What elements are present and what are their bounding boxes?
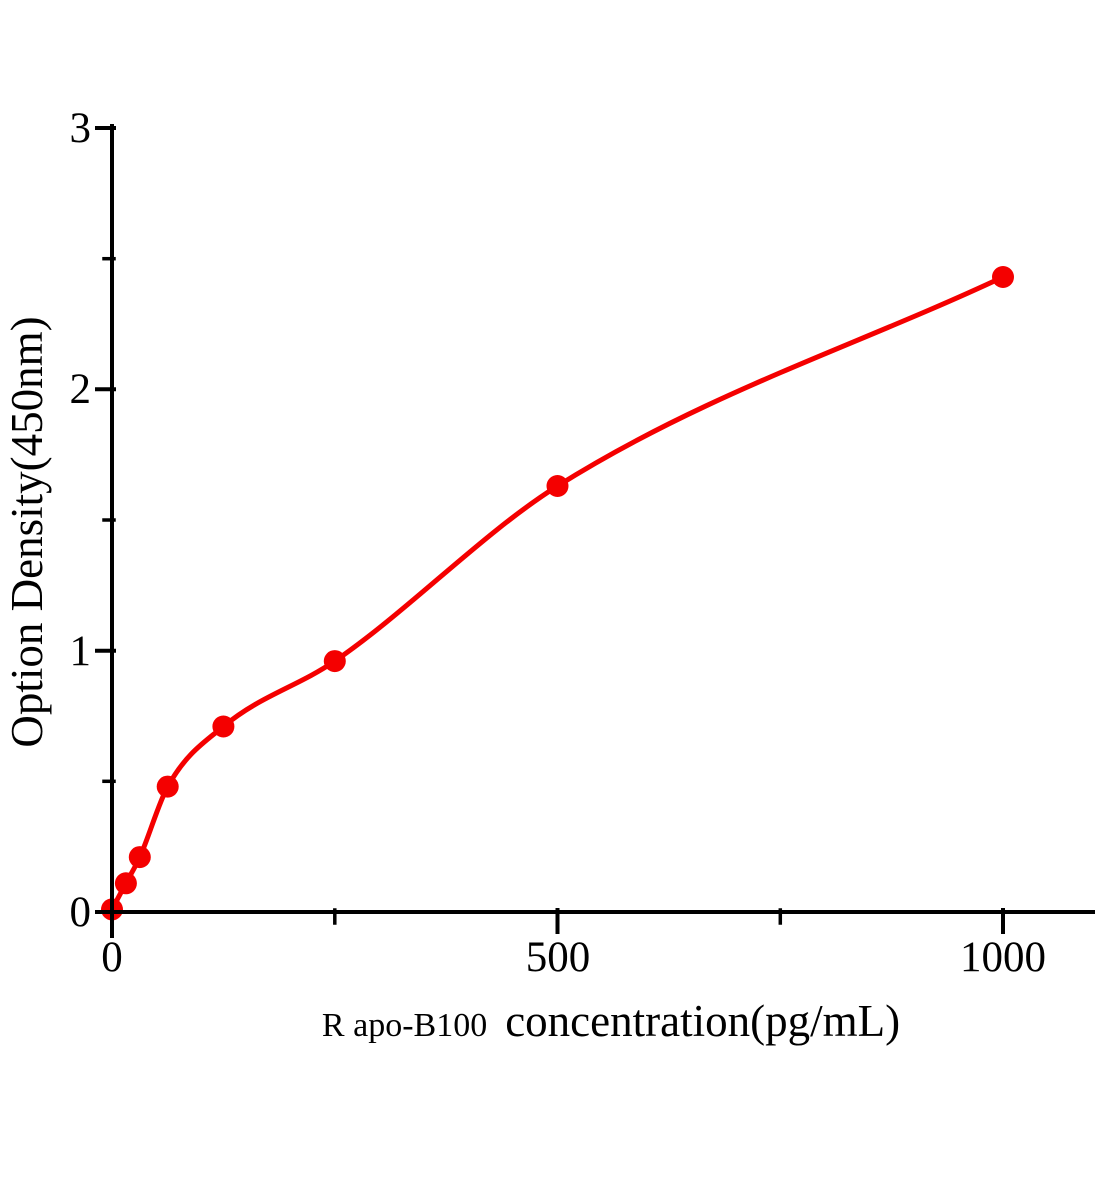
y-tick-label-0: 0 [70, 889, 92, 936]
data-point [212, 715, 235, 738]
x-tick-label-0: 0 [101, 934, 123, 981]
y-axis-title: Option Density(450nm) [2, 316, 52, 747]
fit-curve [109, 274, 1006, 912]
y-tick-label-2: 2 [70, 366, 92, 413]
x-axis-title-prefix: R apo-B100 [322, 1007, 487, 1044]
axis-labels-layer: 0 1 2 3 0 500 1000 Option Density(450nm)… [2, 105, 1046, 1046]
data-point [128, 846, 151, 869]
data-point [323, 650, 346, 673]
data-point [992, 266, 1014, 288]
x-axis-title: R apo-B100 concentration(pg/mL) [322, 996, 900, 1046]
y-tick-label-1: 1 [70, 628, 92, 675]
axes-layer [95, 124, 1095, 938]
data-point [156, 775, 179, 798]
y-tick-label-3: 3 [70, 105, 92, 152]
data-point [546, 475, 569, 497]
x-tick-label-1000: 1000 [960, 934, 1046, 981]
data-point [114, 872, 137, 895]
x-tick-label-500: 500 [526, 934, 591, 981]
x-axis-title-main: concentration(pg/mL) [505, 996, 900, 1046]
data-series-layer [101, 266, 1014, 921]
